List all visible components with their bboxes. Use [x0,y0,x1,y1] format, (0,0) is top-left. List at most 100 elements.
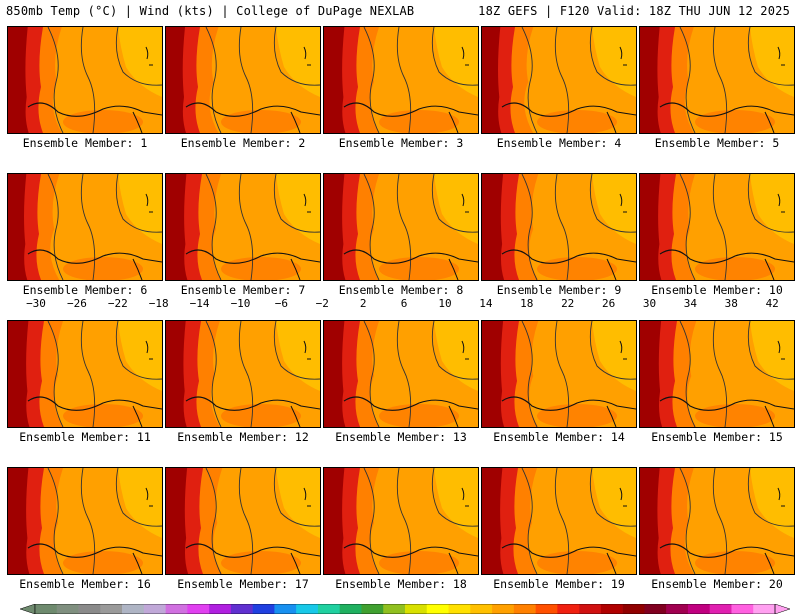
temperature-field-map [640,321,794,427]
member-label: Ensemble Member: 16 [19,577,151,591]
colorbar-swatch [122,604,145,614]
colorbar-tick-label: 22 [561,297,575,310]
colorbar-tick-label: 42 [765,297,779,310]
colorbar-swatch [165,604,188,614]
temperature-field-map [640,468,794,574]
member-label: Ensemble Member: 20 [651,577,783,591]
member-label: Ensemble Member: 7 [180,283,306,297]
member-map-panel [481,173,637,281]
colorbar-tick-label: −10 [230,297,251,310]
colorbar-swatch [361,604,384,614]
member-map-panel [481,320,637,428]
member-map-panel [323,173,479,281]
colorbar-strip [20,604,790,614]
map-title: 850mb Temp (°C) | Wind (kts) | College o… [6,4,415,18]
colorbar-swatch [513,604,536,614]
colorbar-swatch [317,604,341,614]
member-label: Ensemble Member: 19 [493,577,625,591]
colorbar-tick-label: 30 [642,297,657,310]
temperature-field-map [482,321,636,427]
member-label: Ensemble Member: 1 [22,136,148,150]
colorbar-tick-label: −14 [189,297,210,310]
colorbar-swatch [622,604,645,614]
temperature-field-map [166,174,320,280]
ensemble-panel-grid: Ensemble Member: 1 Ensemble Member: 2 Ense… [7,26,795,591]
colorbar-tick-label: 10 [438,297,452,310]
member-label: Ensemble Member: 10 [651,283,783,297]
colorbar-swatch [187,604,210,614]
colorbar-tick-label: 2 [359,297,367,310]
temperature-field-map [166,468,320,574]
colorbar-tick-label: 18 [520,297,534,310]
colorbar-tick-label: −18 [148,297,169,310]
colorbar-swatch [426,604,449,614]
colorbar-swatch [78,604,101,614]
member-map-panel [165,26,321,134]
colorbar-tick-label: 26 [601,297,616,310]
colorbar-swatch [731,604,754,614]
colorbar-swatch [535,604,558,614]
temperature-field-map [166,321,320,427]
colorbar-swatch [252,604,275,614]
colorbar-tick-label: 38 [724,297,738,310]
temperature-field-map [640,27,794,133]
colorbar-tick-label: 6 [400,297,408,310]
temperature-field-map [8,174,162,280]
colorbar-swatch [557,604,580,614]
member-map-panel [481,26,637,134]
colorbar-tick-label: −2 [315,297,329,310]
colorbar-tick-label: −30 [26,297,46,310]
member-map-panel [639,320,795,428]
member-label: Ensemble Member: 13 [335,430,467,444]
colorbar-tick-label: −22 [107,297,128,310]
member-label: Ensemble Member: 4 [496,136,622,150]
member-label: Ensemble Member: 5 [654,136,780,150]
colorbar-swatch [600,604,623,614]
colorbar-swatch [687,604,711,614]
temperature-field-map [8,321,162,427]
temperature-colorbar: −30 −26 −22 −18 −14 −10 −6 −2 2 6 10 14 18 22 26 30 34 38… [0,296,800,614]
temperature-field-map [324,27,478,133]
colorbar-swatch [383,604,406,614]
member-map-panel [7,173,163,281]
member-label: Ensemble Member: 14 [493,430,625,444]
colorbar-swatch [296,604,319,614]
temperature-field-map [482,468,636,574]
member-label: Ensemble Member: 11 [19,430,151,444]
temperature-field-map [324,321,478,427]
member-map-panel [639,467,795,575]
member-label: Ensemble Member: 17 [177,577,309,591]
member-map-panel [7,467,163,575]
colorbar-swatch [709,604,732,614]
colorbar-swatch [143,604,166,614]
member-map-panel [639,26,795,134]
temperature-field-map [640,174,794,280]
colorbar-swatch [209,604,232,614]
member-label: Ensemble Member: 2 [180,136,306,150]
member-label: Ensemble Member: 3 [338,136,464,150]
colorbar-tick-label: −6 [274,297,289,310]
member-map-panel [639,173,795,281]
colorbar-swatch [56,604,79,614]
colorbar-swatch [35,604,58,614]
temperature-field-map [8,468,162,574]
member-map-panel [165,320,321,428]
temperature-field-map [166,27,320,133]
member-label: Ensemble Member: 8 [338,283,464,297]
member-label: Ensemble Member: 9 [496,283,622,297]
colorbar-swatch [644,604,667,614]
temperature-field-map [482,27,636,133]
colorbar-swatch [492,604,515,614]
colorbar-swatch [579,604,602,614]
member-label: Ensemble Member: 6 [22,283,148,297]
member-map-panel [323,467,479,575]
colorbar-swatch [405,604,428,614]
colorbar-swatch [100,604,123,614]
colorbar-swatch [448,604,471,614]
temperature-field-map [324,468,478,574]
colorbar-swatch [339,604,362,614]
colorbar-tick-label: 14 [479,297,493,310]
temperature-field-map [482,174,636,280]
temperature-field-map [8,27,162,133]
member-map-panel [165,467,321,575]
